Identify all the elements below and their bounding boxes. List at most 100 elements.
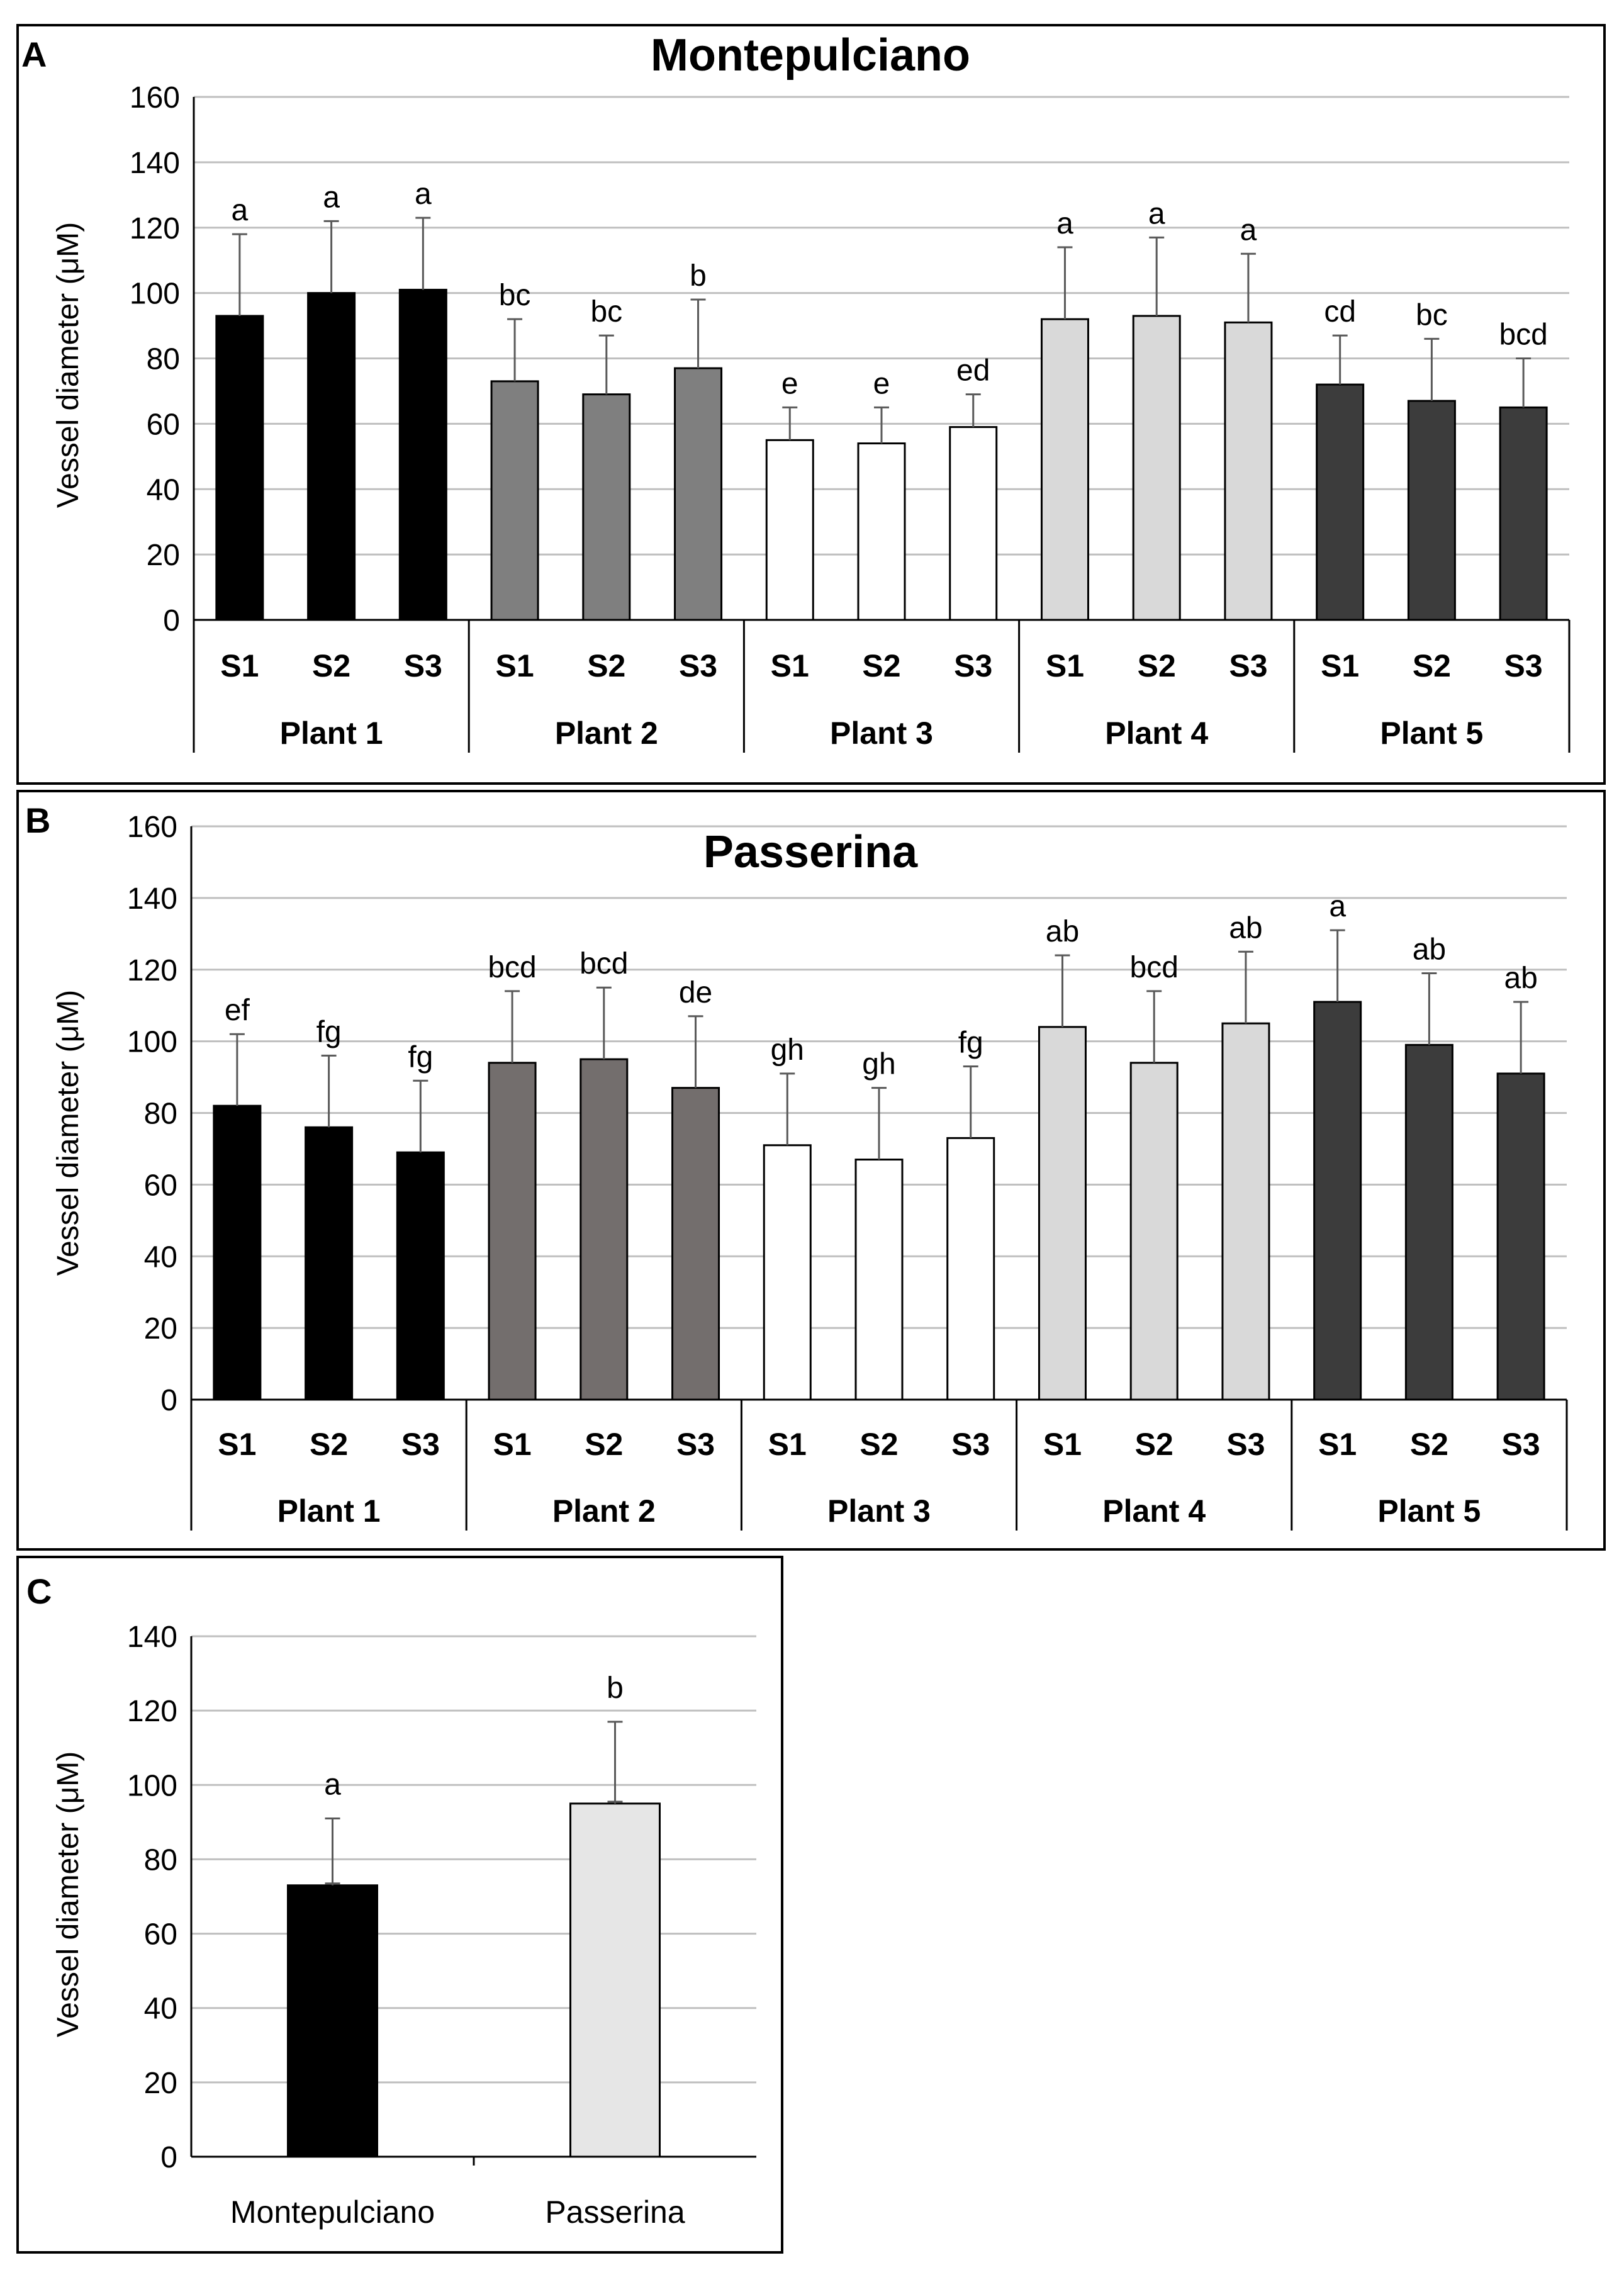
- bar-plant3-s1: [763, 1144, 812, 1401]
- sample-label: S2: [585, 1427, 623, 1462]
- significance-letter: a: [415, 177, 432, 211]
- significance-letter: ab: [1229, 911, 1262, 945]
- bar-passerina: [569, 1802, 661, 2158]
- bar-plant2-s1: [488, 1062, 537, 1401]
- panel-a-y-axis-label: Vessel diameter (μM): [52, 222, 85, 508]
- significance-letter: gh: [771, 1033, 804, 1067]
- panel-a-y-ticks: 0 20 40 60 80 100 120 140 160: [130, 81, 180, 638]
- y-tick-label: 100: [127, 1769, 177, 1802]
- panel-b: B Passerina Vessel diameter (μM) 0 20 40 60…: [16, 790, 1606, 1551]
- bar-plant5-s2: [1404, 1043, 1453, 1401]
- panel-b-frame: [16, 790, 1606, 1551]
- panel-b-significance-letters: ef fg fg bcd bcd de gh gh fg ab bcd ab a ab ab: [225, 890, 1538, 1081]
- panel-b-y-ticks: 0 20 40 60 80 100 120 140 160: [127, 811, 177, 1417]
- group-label: Plant 1: [280, 716, 383, 751]
- y-tick-label: 120: [127, 1695, 177, 1728]
- sample-label: S3: [1229, 648, 1267, 683]
- sample-label: S3: [1504, 648, 1543, 683]
- significance-letter: a: [232, 194, 249, 227]
- y-tick-label: 60: [144, 1918, 177, 1952]
- sample-label: S2: [310, 1427, 348, 1462]
- significance-letter: ab: [1046, 915, 1079, 948]
- bar-plant3-s2: [854, 1159, 904, 1401]
- significance-letter: bcd: [1130, 951, 1179, 984]
- bar-plant2-s2: [582, 393, 631, 621]
- panel-a-bars: [215, 288, 1548, 621]
- significance-letter: ef: [225, 994, 250, 1027]
- sample-label: S2: [860, 1427, 898, 1462]
- sample-label: S1: [771, 648, 809, 683]
- bar-plant4-s3: [1224, 321, 1273, 621]
- significance-letter: bc: [590, 295, 622, 329]
- y-tick-label: 80: [147, 343, 180, 376]
- significance-letter: e: [873, 367, 890, 400]
- sample-label: S2: [1413, 648, 1451, 683]
- significance-letter: fg: [408, 1040, 433, 1074]
- significance-letter: cd: [1324, 295, 1356, 329]
- sample-label: S3: [954, 648, 992, 683]
- y-tick-label: 0: [160, 2141, 177, 2174]
- bar-plant2-s3: [671, 1087, 720, 1401]
- y-tick-label: 0: [163, 604, 180, 638]
- y-tick-label: 160: [127, 811, 177, 844]
- panel-c-letter: C: [26, 1571, 52, 1611]
- panel-a-error-bars: [232, 216, 1532, 444]
- panel-a-axes: [193, 97, 1571, 753]
- group-label: Plant 5: [1377, 1493, 1481, 1529]
- significance-letter: bcd: [488, 951, 536, 984]
- sample-label: S2: [1135, 1427, 1173, 1462]
- sample-label: S1: [1318, 1427, 1357, 1462]
- significance-letter: a: [1240, 213, 1257, 247]
- sample-label: S2: [862, 648, 900, 683]
- group-label: Plant 3: [827, 1493, 931, 1529]
- y-tick-label: 80: [144, 1098, 177, 1131]
- y-tick-label: 40: [147, 473, 180, 507]
- sample-label: S3: [1226, 1427, 1265, 1462]
- panel-c-frame: [16, 1556, 783, 2254]
- panel-b-title: Passerina: [703, 827, 918, 877]
- panel-c-gridlines: [191, 1635, 756, 2084]
- bar-plant4-s1: [1038, 1026, 1087, 1401]
- panel-c-significance-letters: ab: [324, 1672, 624, 1802]
- sample-label: S2: [1138, 648, 1176, 683]
- sample-label: S2: [1410, 1427, 1448, 1462]
- panel-b-axes: [190, 826, 1568, 1531]
- sample-label: S3: [676, 1427, 715, 1462]
- sample-label: S1: [1043, 1427, 1082, 1462]
- significance-letter: e: [781, 367, 798, 400]
- y-tick-label: 20: [144, 2067, 177, 2100]
- y-tick-label: 120: [127, 954, 177, 987]
- bar-plant1-s3: [396, 1151, 445, 1401]
- bar-plant2-s2: [580, 1058, 629, 1401]
- y-tick-label: 60: [144, 1169, 177, 1202]
- y-tick-label: 40: [144, 1240, 177, 1274]
- y-tick-label: 100: [127, 1026, 177, 1059]
- significance-letter: b: [690, 259, 707, 293]
- group-label: Plant 5: [1380, 716, 1483, 751]
- panel-c-y-ticks: 0 20 40 60 80 100 120 140: [127, 1621, 177, 2174]
- bar-plant3-s2: [857, 442, 906, 621]
- sample-label: S3: [1502, 1427, 1540, 1462]
- bar-plant1-s2: [307, 292, 356, 621]
- y-tick-label: 140: [127, 1621, 177, 1654]
- bar-plant5-s2: [1407, 400, 1456, 621]
- significance-letter: fg: [958, 1026, 983, 1059]
- y-tick-label: 20: [144, 1312, 177, 1346]
- significance-letter: ab: [1413, 933, 1446, 966]
- panel-c-categories: Montepulciano Passerina: [230, 2194, 685, 2230]
- panel-b-error-bars: [229, 929, 1529, 1160]
- significance-letter: fg: [316, 1015, 342, 1048]
- sample-label: S1: [218, 1427, 256, 1462]
- panel-c: C Vessel diameter (μM) 0 20 40 60 80 100 120 14…: [16, 1556, 783, 2254]
- sample-label: S1: [768, 1427, 807, 1462]
- significance-letter: de: [679, 976, 712, 1009]
- sample-label: S2: [312, 648, 350, 683]
- bar-plant4-s1: [1040, 318, 1089, 621]
- bar-plant1-s3: [398, 288, 447, 621]
- bar-plant4-s2: [1132, 315, 1181, 621]
- sample-label: S3: [404, 648, 442, 683]
- sample-label: S2: [587, 648, 625, 683]
- panel-c-y-axis-label: Vessel diameter (μM): [52, 1751, 85, 2037]
- group-label: Plant 2: [552, 1493, 656, 1529]
- bar-plant3-s3: [946, 1137, 995, 1401]
